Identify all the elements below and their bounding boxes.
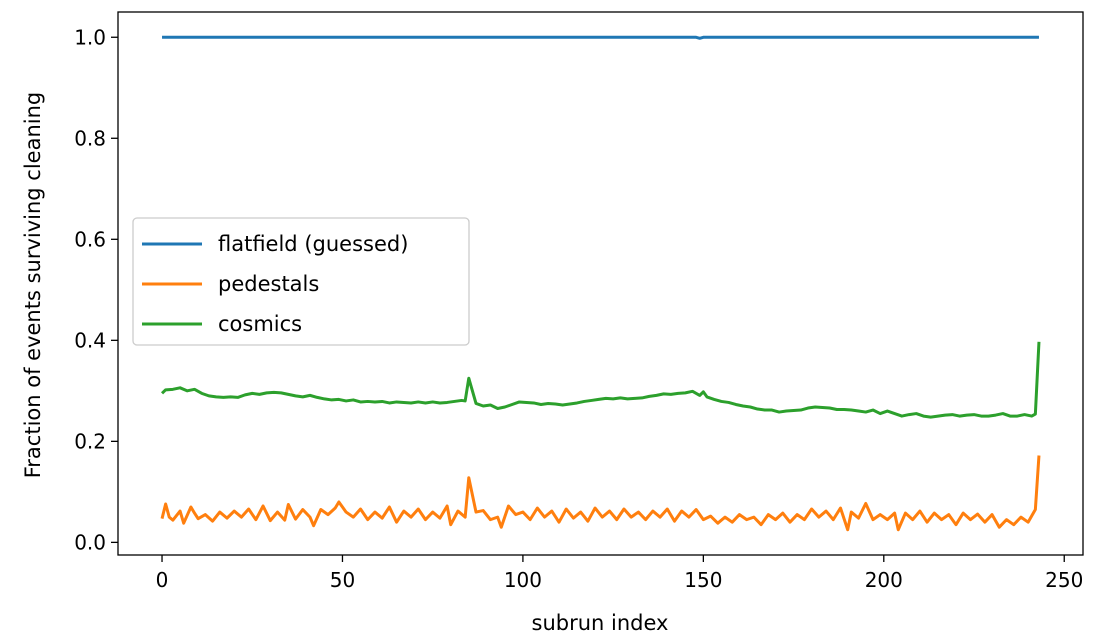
y-tick-label: 0.8 (74, 126, 106, 150)
x-tick-label: 200 (865, 568, 903, 592)
x-tick-label: 250 (1045, 568, 1083, 592)
legend-label-1: pedestals (218, 272, 319, 296)
y-tick-label: 0.2 (74, 429, 106, 453)
legend-label-2: cosmics (218, 312, 302, 336)
x-tick-label: 0 (156, 568, 169, 592)
legend-label-0: flatfield (guessed) (218, 232, 408, 256)
y-tick-label: 1.0 (74, 25, 106, 49)
series-line-2 (160, 341, 1041, 419)
plot-area: 0 50 100 150 200 250 0.0 0.2 0.4 0.6 0.8 1.0 (74, 11, 1084, 592)
x-tick-label: 100 (504, 568, 542, 592)
y-tick-label: 0.0 (74, 530, 106, 554)
series-line-1 (160, 455, 1041, 532)
plot-frame (117, 11, 1084, 556)
x-axis-label: subrun index (532, 611, 669, 635)
series-line-0 (162, 35, 1039, 40)
series-layer (160, 35, 1041, 532)
y-tick-label: 0.6 (74, 227, 106, 251)
x-tick-label: 150 (684, 568, 722, 592)
y-tick-label: 0.4 (74, 328, 106, 352)
x-axis: 0 50 100 150 200 250 (156, 555, 1083, 592)
y-axis-label: Fraction of events surviving cleaning (21, 92, 45, 479)
legend: flatfield (guessed) pedestals cosmics (132, 217, 470, 346)
x-tick-label: 50 (330, 568, 355, 592)
legend-box (132, 217, 470, 346)
y-axis: 0.0 0.2 0.4 0.6 0.8 1.0 (74, 25, 118, 554)
